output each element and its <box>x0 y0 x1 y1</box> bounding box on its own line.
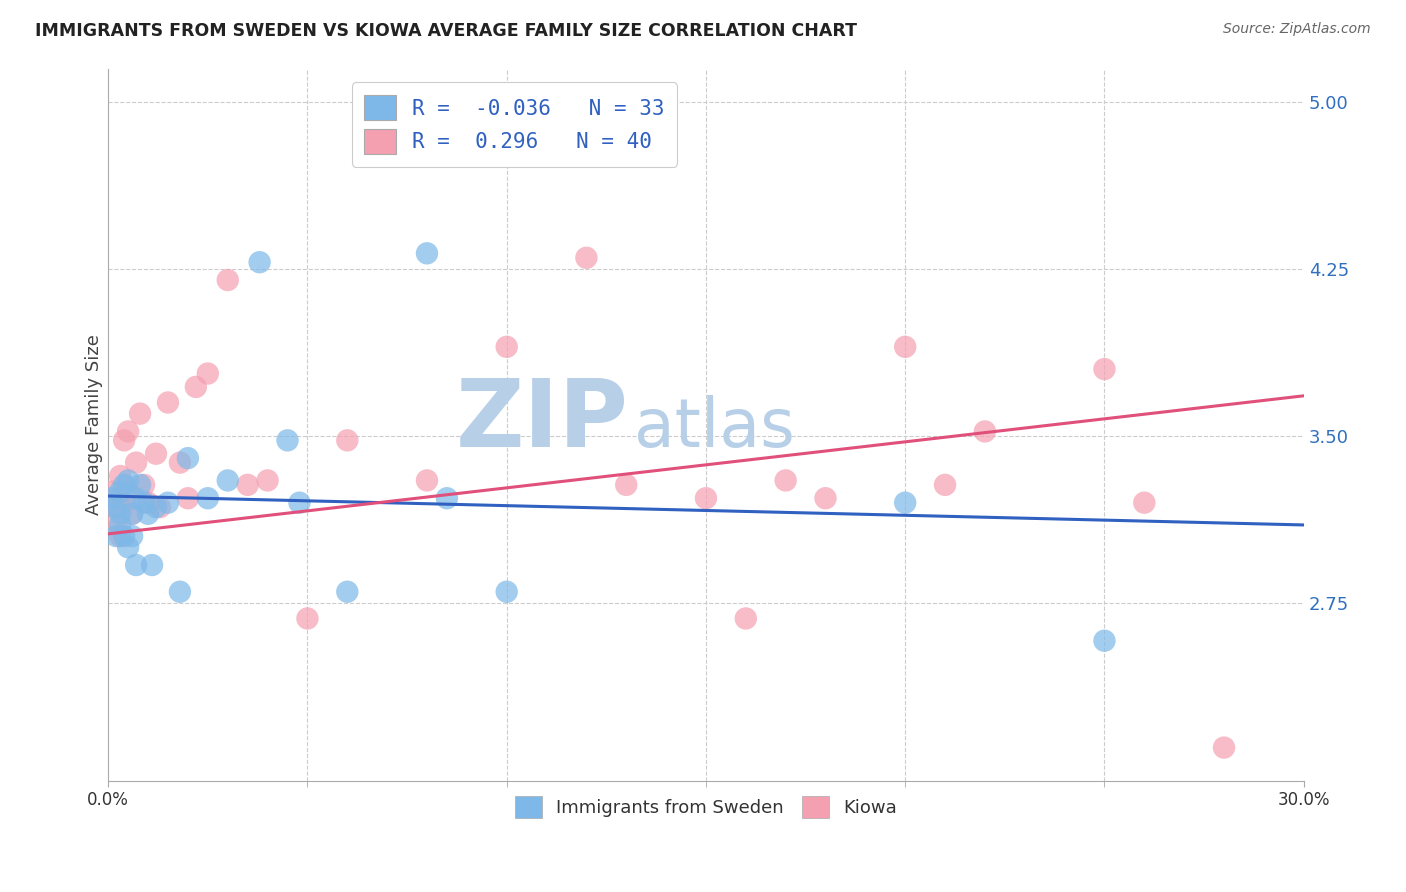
Point <box>108 484 131 499</box>
Point <box>184 380 207 394</box>
Point <box>436 491 458 506</box>
Point <box>132 478 155 492</box>
Point <box>249 255 271 269</box>
Point <box>121 529 143 543</box>
Point <box>108 529 131 543</box>
Point <box>297 611 319 625</box>
Point <box>105 529 128 543</box>
Point <box>125 456 148 470</box>
Point <box>217 474 239 488</box>
Point <box>145 500 167 515</box>
Point <box>288 496 311 510</box>
Text: Source: ZipAtlas.com: Source: ZipAtlas.com <box>1223 22 1371 37</box>
Point <box>117 474 139 488</box>
Point <box>125 491 148 506</box>
Point <box>101 484 124 499</box>
Point <box>129 478 152 492</box>
Point <box>1094 633 1116 648</box>
Point <box>276 434 298 448</box>
Point <box>734 611 756 625</box>
Point <box>136 496 159 510</box>
Point <box>575 251 598 265</box>
Point <box>217 273 239 287</box>
Point <box>112 434 135 448</box>
Point <box>125 558 148 572</box>
Point <box>256 474 278 488</box>
Point <box>495 584 517 599</box>
Point <box>934 478 956 492</box>
Point <box>141 558 163 572</box>
Point <box>149 500 172 515</box>
Point <box>108 469 131 483</box>
Point <box>108 518 131 533</box>
Text: IMMIGRANTS FROM SWEDEN VS KIOWA AVERAGE FAMILY SIZE CORRELATION CHART: IMMIGRANTS FROM SWEDEN VS KIOWA AVERAGE … <box>35 22 858 40</box>
Point <box>1213 740 1236 755</box>
Point <box>775 474 797 488</box>
Point <box>145 447 167 461</box>
Point <box>169 456 191 470</box>
Point <box>495 340 517 354</box>
Point <box>132 496 155 510</box>
Point <box>197 491 219 506</box>
Point <box>416 246 439 260</box>
Point <box>117 425 139 439</box>
Point <box>101 491 124 506</box>
Text: ZIP: ZIP <box>456 376 628 467</box>
Text: atlas: atlas <box>634 395 794 461</box>
Point <box>1094 362 1116 376</box>
Point <box>108 507 131 521</box>
Point <box>695 491 717 506</box>
Point <box>336 584 359 599</box>
Point <box>105 518 128 533</box>
Point <box>236 478 259 492</box>
Point <box>105 500 128 515</box>
Point <box>197 367 219 381</box>
Point <box>894 496 917 510</box>
Point <box>156 496 179 510</box>
Point <box>894 340 917 354</box>
Point <box>136 507 159 521</box>
Point <box>112 478 135 492</box>
Point <box>117 484 139 499</box>
Point <box>112 496 135 510</box>
Point <box>177 451 200 466</box>
Point <box>169 584 191 599</box>
Point <box>814 491 837 506</box>
Point <box>156 395 179 409</box>
Point <box>336 434 359 448</box>
Point <box>121 507 143 521</box>
Point <box>105 500 128 515</box>
Y-axis label: Average Family Size: Average Family Size <box>86 334 103 516</box>
Point <box>129 407 152 421</box>
Point <box>974 425 997 439</box>
Point <box>416 474 439 488</box>
Point <box>121 507 143 521</box>
Point <box>1133 496 1156 510</box>
Point <box>112 529 135 543</box>
Point <box>177 491 200 506</box>
Legend: Immigrants from Sweden, Kiowa: Immigrants from Sweden, Kiowa <box>508 789 904 825</box>
Point <box>614 478 637 492</box>
Point <box>117 540 139 554</box>
